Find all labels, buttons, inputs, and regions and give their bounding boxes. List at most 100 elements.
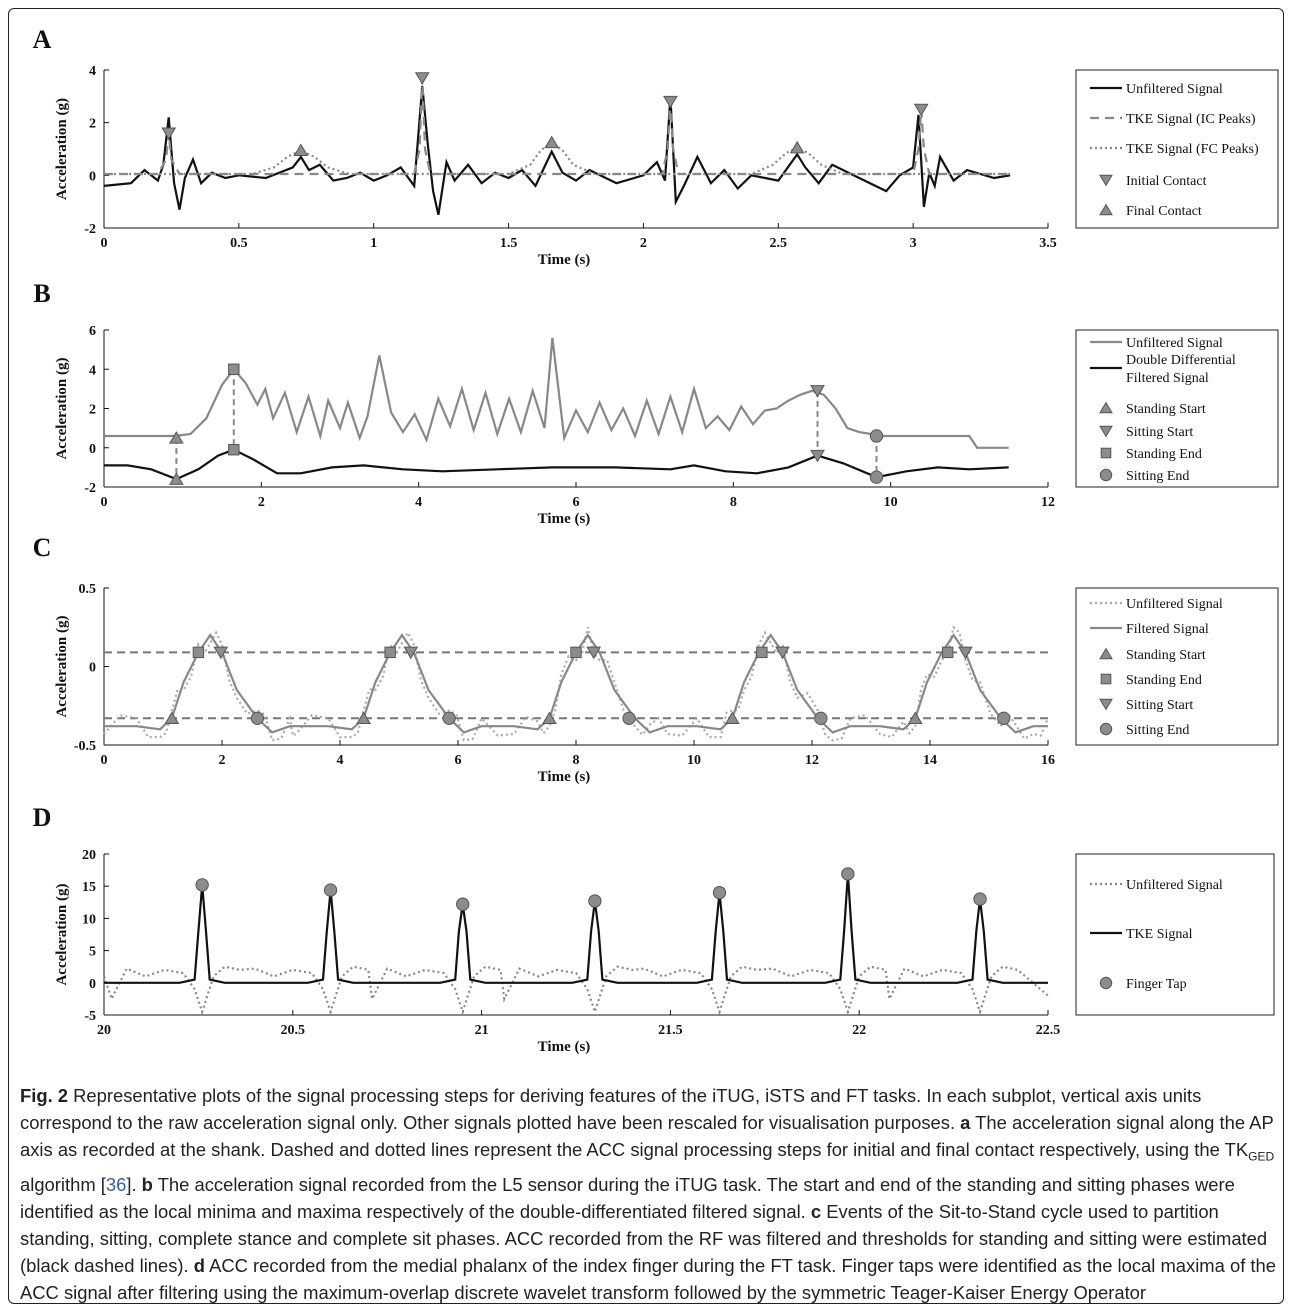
marker-c-circle [622,711,636,725]
x-tick-label-b: 2 [258,495,265,510]
caption-c-label: c [810,1200,822,1222]
legend-marker-c-4 [1099,698,1113,711]
y-tick-label-b: 6 [89,324,96,339]
y-tick-label-d: 10 [82,912,96,927]
marker-d-finger-tap [588,894,602,908]
legend-marker-a-4 [1099,203,1113,216]
caption-b-text: The acceleration signal recorded from th… [20,1173,1235,1222]
x-tick-label-d: 21 [475,1023,489,1038]
x-tick-label-d: 20.5 [281,1023,306,1038]
legend-label-c-1: Filtered Signal [1126,622,1209,637]
legend-label-a-3: Initial Contact [1126,174,1207,189]
legend-label-b-4: Standing End [1126,447,1202,462]
marker-c-circle [814,711,828,725]
marker-c-triangle-down [775,646,790,660]
marker-a-triangle-up [293,143,309,157]
x-tick-label-c: 14 [923,753,937,768]
caption-a-label: a [960,1112,971,1133]
marker-c-square [942,646,954,659]
marker-b-triangle-up [168,431,184,444]
panel-letter-b: B [33,279,50,308]
x-tick-label-d: 22.5 [1036,1023,1061,1038]
legend-label-b-2: Standing Start [1126,402,1206,417]
marker-c-square [384,646,396,659]
legend-label-d-0: Unfiltered Signal [1126,878,1223,893]
x-tick-label-d: 21.5 [658,1023,683,1038]
x-tick-label-a: 0.5 [230,236,248,251]
legend-marker-a-3 [1099,174,1113,187]
marker-c-triangle-up [164,711,180,725]
legend-marker-b-2 [1099,401,1113,414]
marker-c-circle [997,711,1011,725]
y-tick-label-d: 5 [89,945,96,960]
caption-intro: Representative plots of the signal proce… [20,1085,1202,1133]
marker-d-finger-tap [712,885,727,900]
x-tick-label-a: 3.5 [1039,236,1057,251]
series-d-unfiltered [102,965,1049,1016]
x-axis-label-c: Time (s) [538,769,591,785]
panel-letter-c: C [33,533,52,562]
caption-reference-link[interactable]: 36 [105,1173,127,1195]
x-tick-label-a: 0 [101,236,108,251]
marker-b-triangle-down [810,449,825,463]
y-axis-label-b: Acceleration (g) [54,357,70,459]
caption-c-text: Events of the Sit-to-Stand cycle used to… [20,1200,1268,1276]
x-tick-label-a: 3 [910,236,917,251]
marker-d-finger-tap [841,867,855,881]
marker-d-finger-tap [973,892,987,906]
marker-a-triangle-down [161,127,177,141]
marker-c-triangle-down [958,646,973,660]
x-tick-label-a: 2.5 [770,236,788,251]
x-tick-label-b: 0 [101,495,108,510]
marker-c-square [756,646,768,659]
marker-c-circle [442,711,456,725]
x-tick-label-b: 8 [730,495,737,510]
x-tick-label-d: 20 [97,1023,111,1038]
series-a-1 [104,77,1011,176]
marker-d-finger-tap [323,883,338,897]
legend-marker-b-4 [1100,447,1112,459]
legend-label-a-2: TKE Signal (FC Peaks) [1126,142,1259,157]
marker-c-triangle-up [724,711,740,725]
x-tick-label-c: 16 [1041,753,1055,768]
legend-label-c-0: Unfiltered Signal [1126,597,1223,612]
x-axis-label-d: Time (s) [538,1039,591,1055]
marker-c-square [192,646,205,659]
marker-b-circle [869,429,884,443]
series-b-1 [104,448,1009,481]
series-c-unfiltered [103,625,1050,742]
x-tick-label-b: 6 [573,495,580,510]
marker-b-triangle-up [168,472,184,485]
y-tick-label-b: 0 [89,442,96,457]
marker-c-triangle-up [356,711,371,725]
y-tick-label-b: -2 [84,481,96,496]
figure-frame [8,8,1284,1304]
marker-c-triangle-up [907,711,923,725]
y-tick-label-d: -5 [84,1009,96,1024]
figure-caption: Fig. 2 Representative plots of the signa… [20,1082,1276,1306]
marker-a-triangle-up [789,140,805,154]
legend-marker-d-2 [1099,976,1113,990]
marker-c-square [570,646,582,659]
marker-b-square [228,363,240,375]
legend-label-c-2: Standing Start [1126,648,1206,663]
legend-label-b-3: Sitting Start [1126,425,1193,440]
x-tick-label-c: 6 [455,753,462,768]
legend-marker-c-3 [1100,673,1112,685]
x-tick-label-b: 12 [1041,495,1055,510]
legend-label-a-0: Unfiltered Signal [1126,82,1223,97]
legend-marker-b-5 [1099,468,1113,482]
x-tick-label-a: 2 [640,236,647,251]
caption-a-text2: algorithm [ [20,1173,106,1195]
marker-d-finger-tap [195,878,209,892]
y-axis-label-d: Acceleration (g) [54,883,70,985]
y-tick-label-b: 2 [89,403,96,418]
legend-marker-c-5 [1099,722,1113,736]
marker-c-triangle-up [542,711,557,725]
x-tick-label-c: 12 [805,753,819,768]
caption-fig-label: Fig. 2 [20,1085,69,1106]
x-axis-label-b: Time (s) [538,511,591,527]
legend-label-d-1: TKE Signal [1126,927,1193,942]
y-axis-label-c: Acceleration (g) [54,615,70,717]
